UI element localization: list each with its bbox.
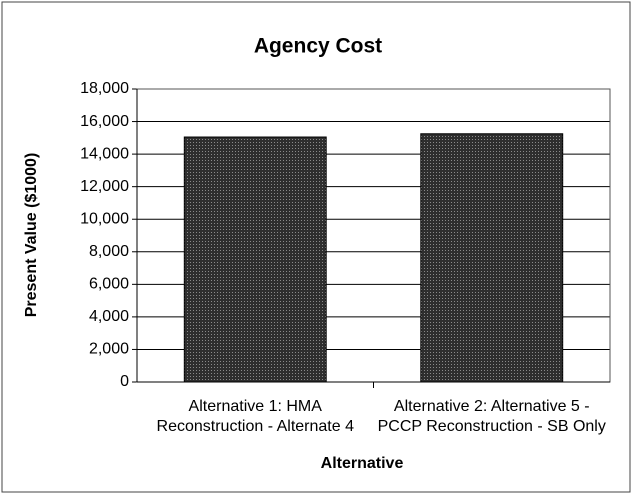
y-tick-label: 18,000 <box>80 80 129 97</box>
y-tick-label: 16,000 <box>80 113 129 130</box>
y-axis-title: Present Value ($1000) <box>23 153 40 318</box>
bar <box>183 136 327 383</box>
y-tick-label: 12,000 <box>80 178 129 195</box>
y-tick-label: 4,000 <box>89 308 129 325</box>
chart-title: Agency Cost <box>254 35 382 58</box>
x-tick-label: Alternative 2: Alternative 5 - PCCP Reco… <box>377 398 606 435</box>
y-tick-label: 14,000 <box>80 145 129 162</box>
y-tick-label: 6,000 <box>89 276 129 293</box>
x-axis-title: Alternative <box>321 455 404 472</box>
y-tick-label: 2,000 <box>89 341 129 358</box>
y-tick-label: 0 <box>120 373 129 390</box>
y-tick-label: 8,000 <box>89 243 129 260</box>
bar <box>420 133 564 383</box>
x-tick-label: Alternative 1: HMA Reconstruction - Alte… <box>156 398 354 435</box>
y-tick-label: 10,000 <box>80 210 129 227</box>
